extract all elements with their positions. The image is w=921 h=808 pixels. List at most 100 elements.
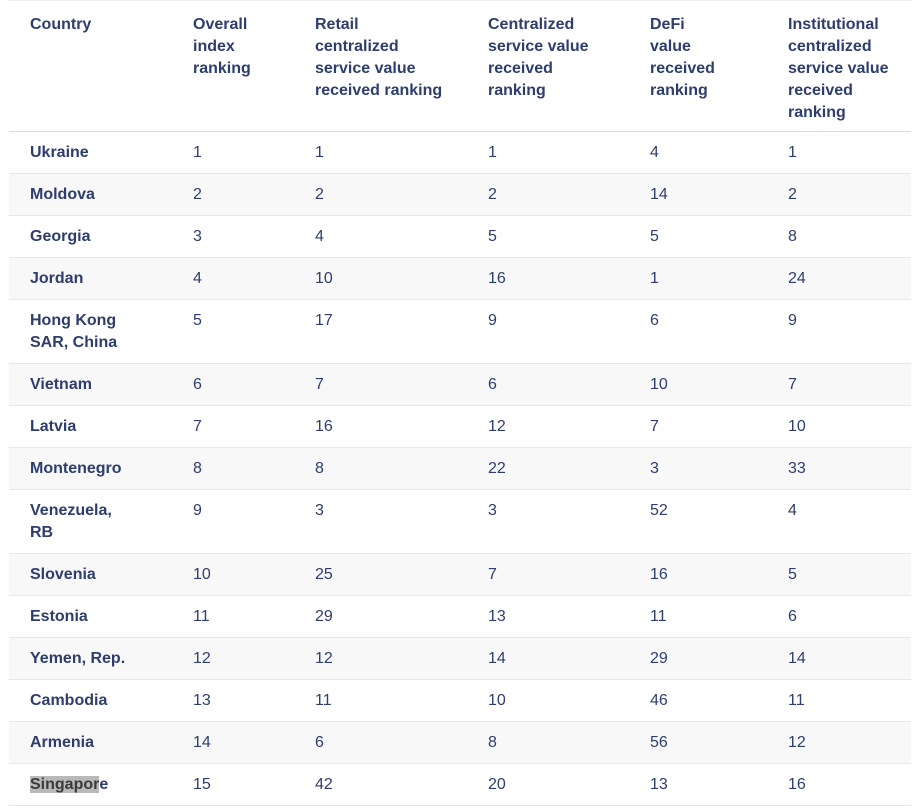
rank-cell-institutional-centralized-service-value-received-ranking: 10 [788,405,911,448]
rank-cell-overall-index-ranking: 2 [193,173,315,216]
rank-cell-retail-centralized-service-value-received-ranking: 4 [315,215,488,258]
table-row-jordan: Jordan 4 10 16 1 24 [9,257,911,300]
column-header-overall-index-ranking: Overall index ranking [193,0,315,132]
country-cell-latvia: Latvia [9,405,193,448]
country-cell-estonia: Estonia [9,595,193,638]
country-cell-moldova: Moldova [9,173,193,216]
rank-cell-retail-centralized-service-value-received-ranking: 11 [315,679,488,722]
rank-cell-defi-value-received-ranking: 10 [650,363,788,406]
rank-cell-institutional-centralized-service-value-received-ranking: 6 [788,595,911,638]
rank-cell-retail-centralized-service-value-received-ranking: 3 [315,489,488,554]
rank-cell-defi-value-received-ranking: 29 [650,637,788,680]
table-body: Ukraine 1 1 1 4 1 Moldova 2 2 2 14 2 Georgia 3 4 5 5 8 Jor… [9,131,911,806]
table-row-montenegro: Montenegro 8 8 22 3 33 [9,447,911,490]
column-header-institutional-centralized-service-value-received-ranking: Institutional centralized service value … [788,0,911,132]
rank-cell-centralized-service-value-received-ranking: 9 [488,299,650,364]
rank-cell-defi-value-received-ranking: 3 [650,447,788,490]
rank-cell-defi-value-received-ranking: 14 [650,173,788,216]
table-row-estonia: Estonia 11 29 13 11 6 [9,595,911,638]
rank-cell-overall-index-ranking: 8 [193,447,315,490]
rank-cell-centralized-service-value-received-ranking: 8 [488,721,650,764]
rank-cell-overall-index-ranking: 14 [193,721,315,764]
column-header-retail-centralized-service-value-received-ranking: Retail centralized service value receive… [315,0,488,132]
country-cell-ukraine: Ukraine [9,131,193,174]
rank-cell-retail-centralized-service-value-received-ranking: 16 [315,405,488,448]
country-cell-yemen-rep: Yemen, Rep. [9,637,193,680]
rank-cell-overall-index-ranking: 1 [193,131,315,174]
table-header: Country Overall index ranking Retail centr… [9,0,911,132]
rank-cell-centralized-service-value-received-ranking: 22 [488,447,650,490]
rank-cell-overall-index-ranking: 10 [193,553,315,596]
country-cell-armenia: Armenia [9,721,193,764]
rank-cell-overall-index-ranking: 11 [193,595,315,638]
rank-cell-defi-value-received-ranking: 7 [650,405,788,448]
rank-cell-centralized-service-value-received-ranking: 2 [488,173,650,216]
header-row: Country Overall index ranking Retail centr… [9,0,911,132]
rank-cell-defi-value-received-ranking: 11 [650,595,788,638]
rank-cell-centralized-service-value-received-ranking: 10 [488,679,650,722]
rank-cell-institutional-centralized-service-value-received-ranking: 2 [788,173,911,216]
table-row-georgia: Georgia 3 4 5 5 8 [9,215,911,258]
rank-cell-defi-value-received-ranking: 5 [650,215,788,258]
rank-cell-retail-centralized-service-value-received-ranking: 12 [315,637,488,680]
table-row-yemen-rep: Yemen, Rep. 12 12 14 29 14 [9,637,911,680]
rank-cell-retail-centralized-service-value-received-ranking: 10 [315,257,488,300]
rank-cell-overall-index-ranking: 4 [193,257,315,300]
rank-cell-defi-value-received-ranking: 1 [650,257,788,300]
rank-cell-defi-value-received-ranking: 46 [650,679,788,722]
column-header-centralized-service-value-received-ranking: Centralized service value received ranki… [488,0,650,132]
rank-cell-overall-index-ranking: 12 [193,637,315,680]
rank-cell-retail-centralized-service-value-received-ranking: 42 [315,763,488,806]
rank-cell-retail-centralized-service-value-received-ranking: 25 [315,553,488,596]
table-row-latvia: Latvia 7 16 12 7 10 [9,405,911,448]
rank-cell-overall-index-ranking: 15 [193,763,315,806]
rank-cell-defi-value-received-ranking: 52 [650,489,788,554]
rank-cell-overall-index-ranking: 3 [193,215,315,258]
rank-cell-centralized-service-value-received-ranking: 7 [488,553,650,596]
rank-cell-institutional-centralized-service-value-received-ranking: 4 [788,489,911,554]
rank-cell-institutional-centralized-service-value-received-ranking: 12 [788,721,911,764]
table-row-venezuela-rb: Venezuela, RB 9 3 3 52 4 [9,489,911,554]
country-rankings-table: Country Overall index ranking Retail centr… [9,0,911,806]
rank-cell-institutional-centralized-service-value-received-ranking: 33 [788,447,911,490]
column-header-country: Country [9,0,193,132]
rank-cell-retail-centralized-service-value-received-ranking: 1 [315,131,488,174]
country-cell-georgia: Georgia [9,215,193,258]
rank-cell-institutional-centralized-service-value-received-ranking: 1 [788,131,911,174]
column-header-defi-value-received-ranking: DeFi value received ranking [650,0,788,132]
table-row-vietnam: Vietnam 6 7 6 10 7 [9,363,911,406]
rank-cell-centralized-service-value-received-ranking: 5 [488,215,650,258]
rank-cell-overall-index-ranking: 6 [193,363,315,406]
rank-cell-defi-value-received-ranking: 16 [650,553,788,596]
rank-cell-centralized-service-value-received-ranking: 13 [488,595,650,638]
rank-cell-defi-value-received-ranking: 4 [650,131,788,174]
rank-cell-centralized-service-value-received-ranking: 1 [488,131,650,174]
rank-cell-retail-centralized-service-value-received-ranking: 8 [315,447,488,490]
table-row-armenia: Armenia 14 6 8 56 12 [9,721,911,764]
rank-cell-institutional-centralized-service-value-received-ranking: 24 [788,257,911,300]
rank-cell-retail-centralized-service-value-received-ranking: 6 [315,721,488,764]
rank-cell-overall-index-ranking: 5 [193,299,315,364]
table-row-ukraine: Ukraine 1 1 1 4 1 [9,131,911,174]
rank-cell-retail-centralized-service-value-received-ranking: 29 [315,595,488,638]
rank-cell-centralized-service-value-received-ranking: 6 [488,363,650,406]
country-cell-montenegro: Montenegro [9,447,193,490]
rank-cell-institutional-centralized-service-value-received-ranking: 7 [788,363,911,406]
rank-cell-centralized-service-value-received-ranking: 3 [488,489,650,554]
selection-highlight: Singapor [30,776,100,793]
rank-cell-institutional-centralized-service-value-received-ranking: 9 [788,299,911,364]
country-cell-slovenia: Slovenia [9,553,193,596]
rank-cell-defi-value-received-ranking: 56 [650,721,788,764]
rank-cell-institutional-centralized-service-value-received-ranking: 16 [788,763,911,806]
table-row-cambodia: Cambodia 13 11 10 46 11 [9,679,911,722]
country-cell-cambodia: Cambodia [9,679,193,722]
rank-cell-retail-centralized-service-value-received-ranking: 2 [315,173,488,216]
table-row-singapore: Singapore 15 42 20 13 16 [9,763,911,806]
rank-cell-retail-centralized-service-value-received-ranking: 17 [315,299,488,364]
rank-cell-centralized-service-value-received-ranking: 16 [488,257,650,300]
country-cell-singapore: Singapore [9,763,193,806]
table-row-slovenia: Slovenia 10 25 7 16 5 [9,553,911,596]
rank-cell-institutional-centralized-service-value-received-ranking: 5 [788,553,911,596]
country-cell-venezuela-rb: Venezuela, RB [9,489,193,554]
rank-cell-defi-value-received-ranking: 13 [650,763,788,806]
